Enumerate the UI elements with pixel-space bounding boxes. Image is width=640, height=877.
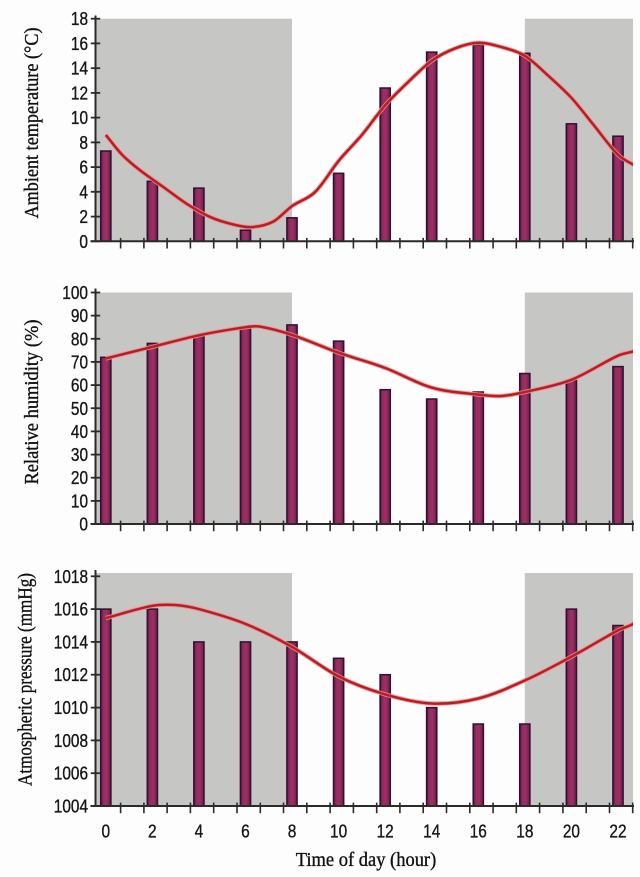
svg-text:10: 10 <box>71 490 88 511</box>
svg-text:16: 16 <box>71 33 88 54</box>
svg-text:70: 70 <box>71 351 88 372</box>
svg-text:1016: 1016 <box>54 599 88 620</box>
svg-text:18: 18 <box>516 821 533 842</box>
svg-text:4: 4 <box>79 181 88 202</box>
svg-text:1014: 1014 <box>54 631 88 652</box>
svg-text:1006: 1006 <box>54 763 88 784</box>
svg-text:20: 20 <box>71 467 88 488</box>
svg-text:12: 12 <box>71 82 88 103</box>
svg-text:Time of day (hour): Time of day (hour) <box>296 849 437 871</box>
svg-text:30: 30 <box>71 444 88 465</box>
svg-text:40: 40 <box>71 421 88 442</box>
svg-text:1004: 1004 <box>54 796 88 817</box>
svg-text:4: 4 <box>195 821 204 842</box>
svg-text:100: 100 <box>62 282 88 303</box>
svg-text:2: 2 <box>148 821 157 842</box>
svg-text:8: 8 <box>79 132 88 153</box>
svg-text:80: 80 <box>71 328 88 349</box>
svg-text:6: 6 <box>241 821 250 842</box>
svg-text:6: 6 <box>79 157 88 178</box>
svg-text:20: 20 <box>563 821 580 842</box>
svg-text:2: 2 <box>79 206 88 227</box>
svg-text:50: 50 <box>71 398 88 419</box>
svg-text:22: 22 <box>609 821 626 842</box>
svg-text:10: 10 <box>71 107 88 128</box>
svg-text:0: 0 <box>79 514 88 535</box>
svg-text:1012: 1012 <box>54 664 88 685</box>
svg-text:14: 14 <box>423 821 440 842</box>
svg-text:90: 90 <box>71 305 88 326</box>
svg-text:16: 16 <box>470 821 487 842</box>
svg-text:0: 0 <box>102 821 111 842</box>
svg-text:18: 18 <box>71 8 88 29</box>
svg-text:1010: 1010 <box>54 697 88 718</box>
svg-text:1008: 1008 <box>54 730 88 751</box>
svg-text:12: 12 <box>377 821 394 842</box>
svg-text:0: 0 <box>79 231 88 252</box>
svg-text:14: 14 <box>71 58 88 79</box>
svg-text:10: 10 <box>330 821 347 842</box>
svg-text:Ambient temperature (°C): Ambient temperature (°C) <box>21 28 43 219</box>
svg-text:8: 8 <box>288 821 297 842</box>
svg-text:1018: 1018 <box>54 566 88 587</box>
svg-text:Atmospheric pressure (mmHg): Atmospheric pressure (mmHg) <box>15 573 37 786</box>
svg-text:60: 60 <box>71 375 88 396</box>
svg-text:Relative humidity (%): Relative humidity (%) <box>21 320 43 485</box>
